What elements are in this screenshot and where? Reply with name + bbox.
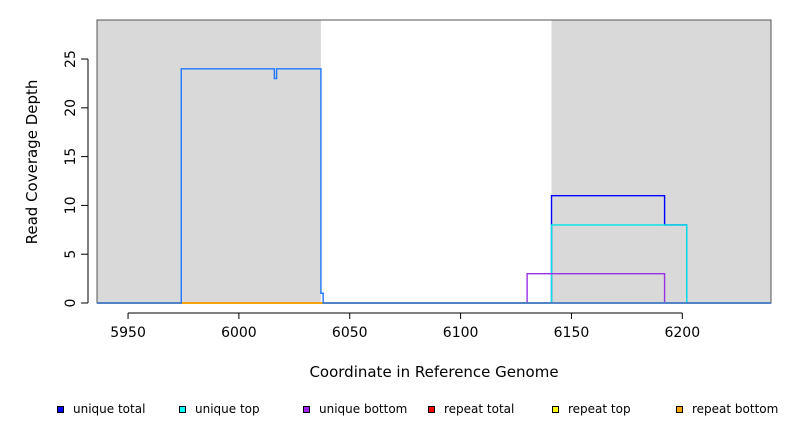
x-axis: 5950 6000 6050 6100 6150 6200 xyxy=(110,312,700,341)
legend-swatch-unique-bottom xyxy=(303,405,310,413)
legend-item-unique-bottom: unique bottom xyxy=(303,401,407,417)
y-tick-label: 15 xyxy=(63,148,79,166)
series-lines xyxy=(97,68,771,304)
x-tick-label: 6100 xyxy=(443,325,479,341)
legend-item-repeat-top: repeat top xyxy=(552,401,631,417)
y-tick-label: 5 xyxy=(63,250,79,259)
legend-label-unique-bottom: unique bottom xyxy=(319,402,408,416)
x-tick-label: 6000 xyxy=(221,325,257,341)
legend-swatch-repeat-total xyxy=(428,405,435,413)
legend-label-unique-top: unique top xyxy=(195,402,260,416)
legend-label-repeat-top: repeat top xyxy=(568,402,631,416)
legend-label-unique-total: unique total xyxy=(73,402,146,416)
legend-swatch-repeat-bottom xyxy=(676,405,683,413)
shaded-region-1 xyxy=(551,20,771,303)
legend-item-repeat-total: repeat total xyxy=(428,401,514,417)
legend-swatch-unique-total xyxy=(57,405,64,413)
shaded-region-0 xyxy=(97,20,321,303)
y-axis: 0 5 10 15 20 25 xyxy=(63,50,89,308)
x-tick-label: 6050 xyxy=(332,325,368,341)
y-tick-label: 25 xyxy=(63,50,79,68)
y-axis-title: Read Coverage Depth xyxy=(23,80,41,245)
legend-item-repeat-bottom: repeat bottom xyxy=(676,401,778,417)
legend-item-unique-total: unique total xyxy=(57,401,145,417)
x-tick-label: 6200 xyxy=(664,325,700,341)
shaded-regions xyxy=(97,20,771,303)
legend-label-repeat-bottom: repeat bottom xyxy=(692,402,779,416)
series-line-coverage xyxy=(97,68,771,304)
y-tick-label: 0 xyxy=(63,299,79,308)
legend-item-unique-top: unique top xyxy=(179,401,260,417)
legend-swatch-unique-top xyxy=(179,405,186,413)
y-tick-label: 20 xyxy=(63,99,79,117)
coverage-chart: 0 5 10 15 20 25 5950 6000 6050 6100 6150 6200 Read… xyxy=(23,19,772,381)
x-tick-label: 5950 xyxy=(110,325,146,341)
legend: unique total unique top unique bottom re… xyxy=(0,401,792,417)
legend-swatch-repeat-top xyxy=(552,405,559,413)
x-tick-label: 6150 xyxy=(554,325,590,341)
x-axis-title: Coordinate in Reference Genome xyxy=(309,363,558,381)
y-tick-label: 10 xyxy=(63,196,79,214)
legend-label-repeat-total: repeat total xyxy=(444,402,515,416)
